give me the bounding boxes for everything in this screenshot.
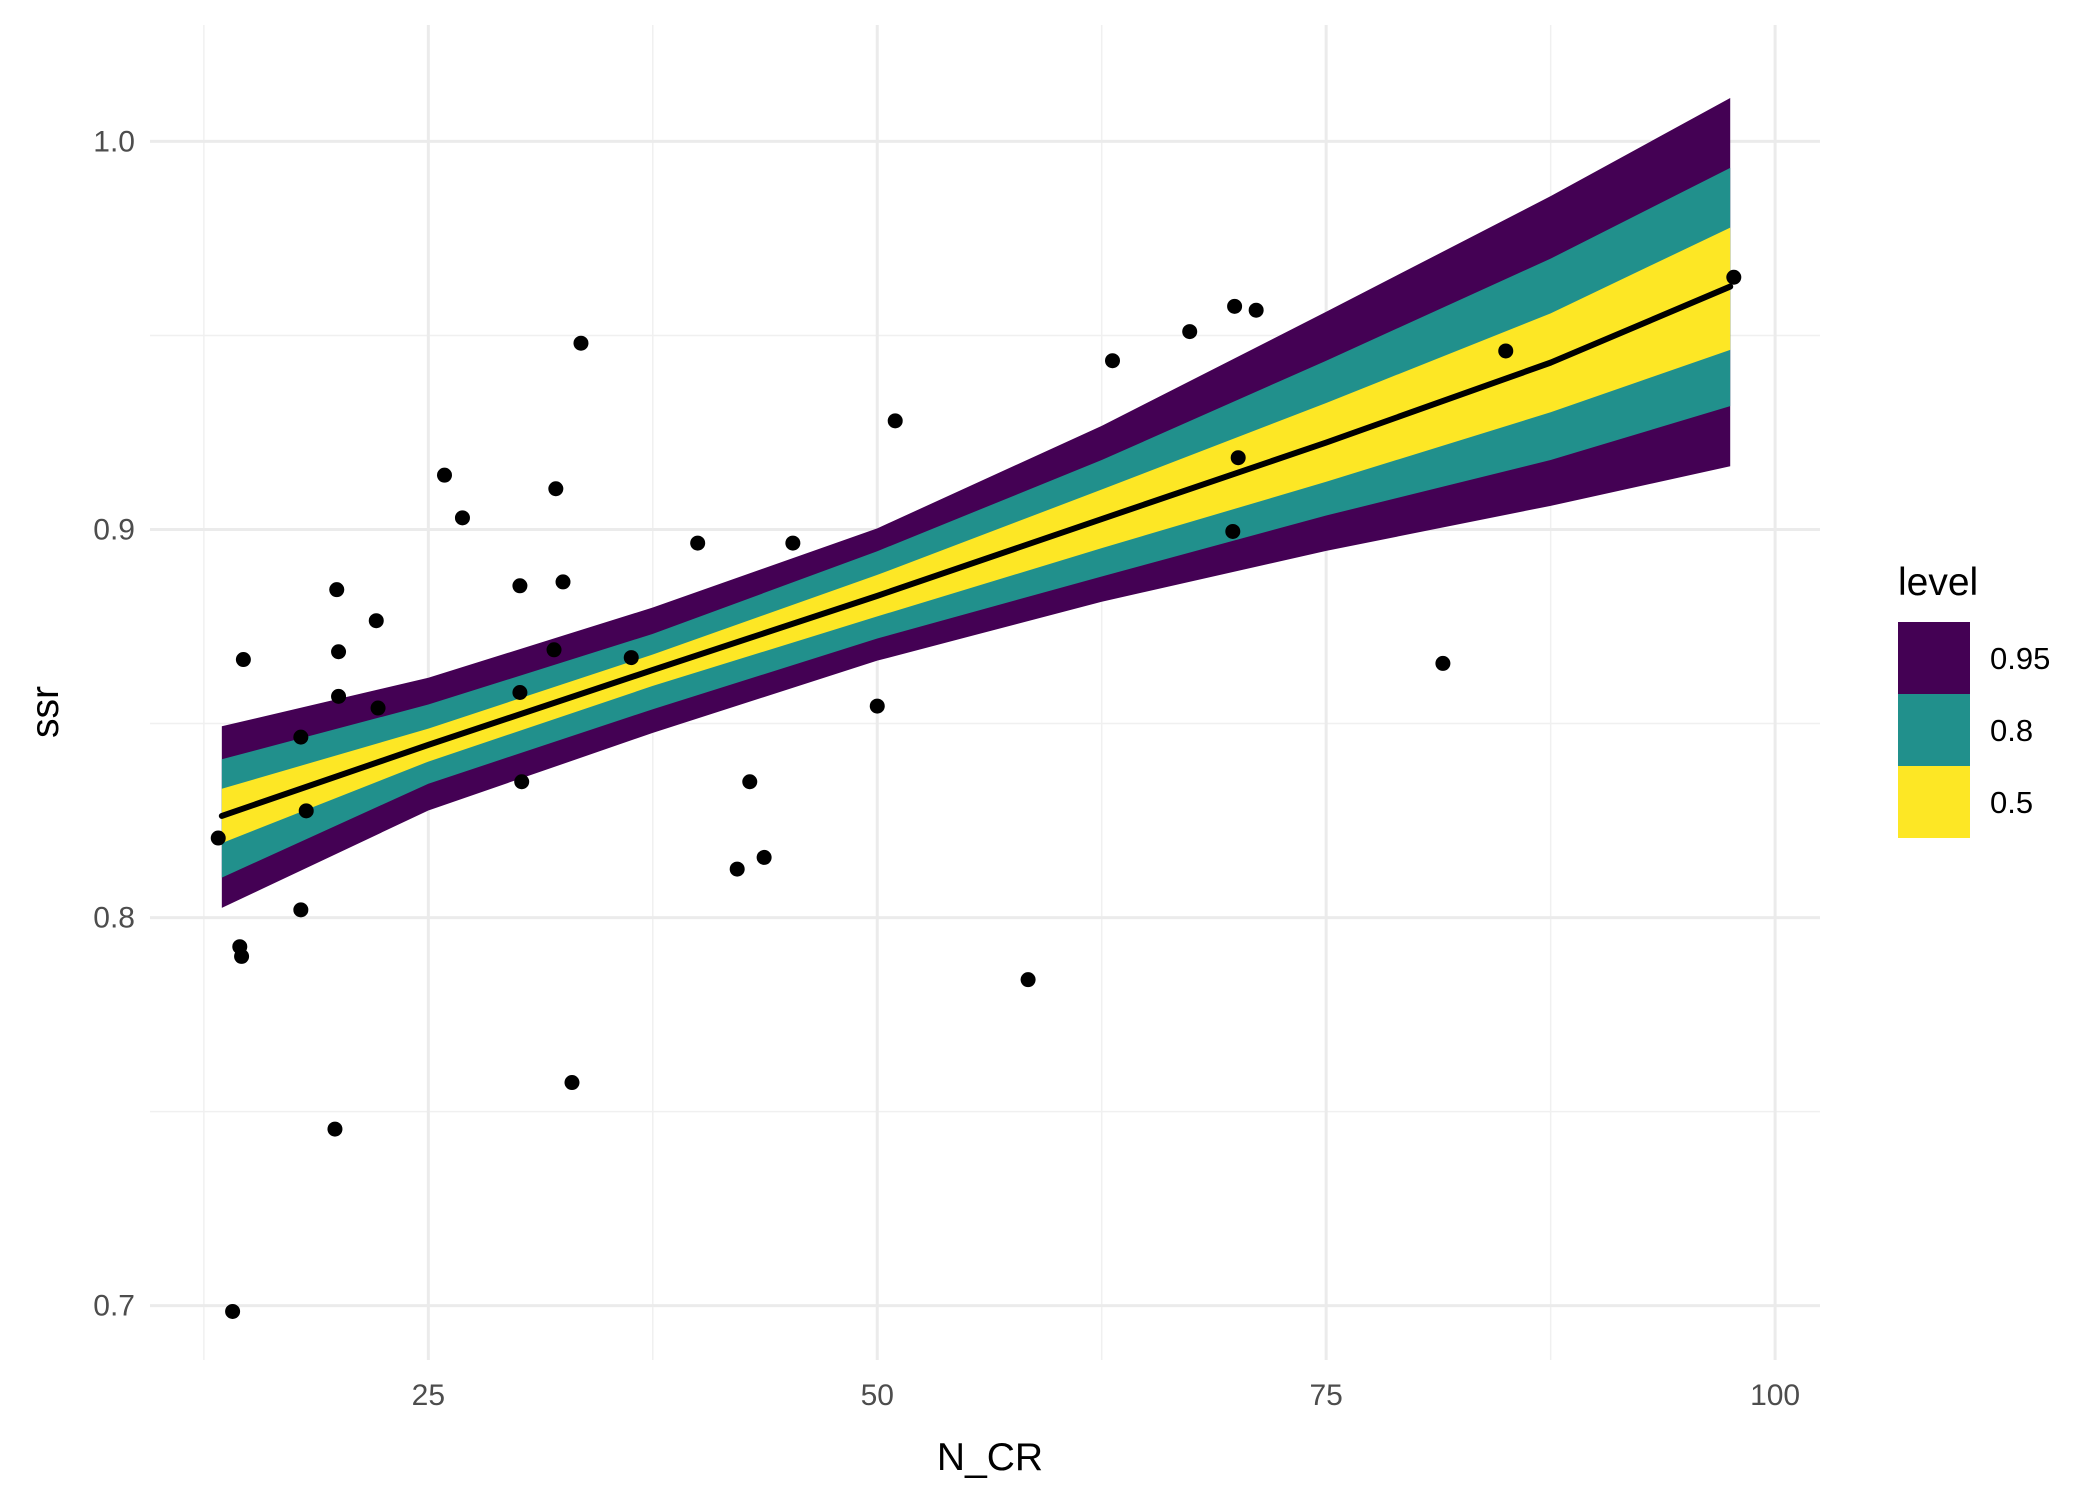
data-point [1248,302,1264,318]
data-point [293,729,309,745]
legend-entries: 0.95 0.8 0.5 [1898,622,2050,838]
data-point [887,413,903,429]
legend-label: 0.8 [1990,713,2033,748]
data-point [564,1075,580,1091]
data-point [1225,523,1241,539]
data-point [1726,269,1742,285]
y-tick-label: 1.0 [93,125,135,158]
data-point [225,1303,241,1319]
data-point [1020,972,1036,988]
y-tick-label: 0.7 [93,1290,135,1323]
y-axis-tick-labels: 0.7 0.8 0.9 1.0 [93,125,135,1322]
data-point [331,644,347,660]
data-point [546,642,562,658]
data-point [327,1121,343,1137]
data-point [234,948,250,964]
data-point [548,481,564,497]
data-point [869,698,885,714]
data-point [1227,298,1243,314]
legend-key-0.8 [1898,694,1970,766]
x-axis-title: N_CR [937,1436,1043,1479]
legend-title: level [1898,561,1978,604]
confidence-ribbons [221,97,1731,908]
data-point [1230,450,1246,466]
data-point [729,861,745,877]
data-point [293,902,309,918]
x-tick-label: 75 [1309,1379,1342,1412]
data-point [756,849,772,865]
ribbon-0.95 [221,97,1731,908]
fit-line [218,283,1734,819]
data-point [512,685,528,700]
x-axis-tick-labels: 25 50 75 100 [412,1379,1800,1412]
data-point [210,830,226,846]
y-tick-label: 0.8 [93,902,135,935]
data-point [329,582,345,598]
data-points [210,269,1742,1319]
x-tick-label: 100 [1750,1379,1800,1412]
data-point [555,574,571,590]
data-point [298,803,314,819]
x-tick-label: 50 [861,1379,894,1412]
data-point [454,510,470,526]
data-point [1435,655,1451,671]
legend-key-0.5 [1898,766,1970,838]
data-point [331,688,347,704]
x-tick-label: 25 [412,1379,445,1412]
data-point [573,335,589,351]
data-point [690,535,706,551]
y-tick-label: 0.9 [93,514,135,547]
data-point [235,652,251,668]
legend: level 0.95 0.8 0.5 [1898,561,2050,838]
data-point [370,700,386,716]
data-point [742,774,758,790]
legend-key-0.95 [1898,622,1970,694]
data-point [1104,353,1120,369]
data-point [1498,343,1514,359]
data-point [512,578,528,594]
data-point [623,650,639,666]
fit-line-layer [218,283,1734,819]
legend-label: 0.95 [1990,641,2050,676]
data-point [1182,324,1198,340]
data-point [368,613,384,629]
legend-label: 0.5 [1990,785,2033,820]
y-axis-title: ssr [24,686,67,738]
data-point [436,467,452,483]
data-point [785,535,801,551]
data-point [514,774,530,790]
